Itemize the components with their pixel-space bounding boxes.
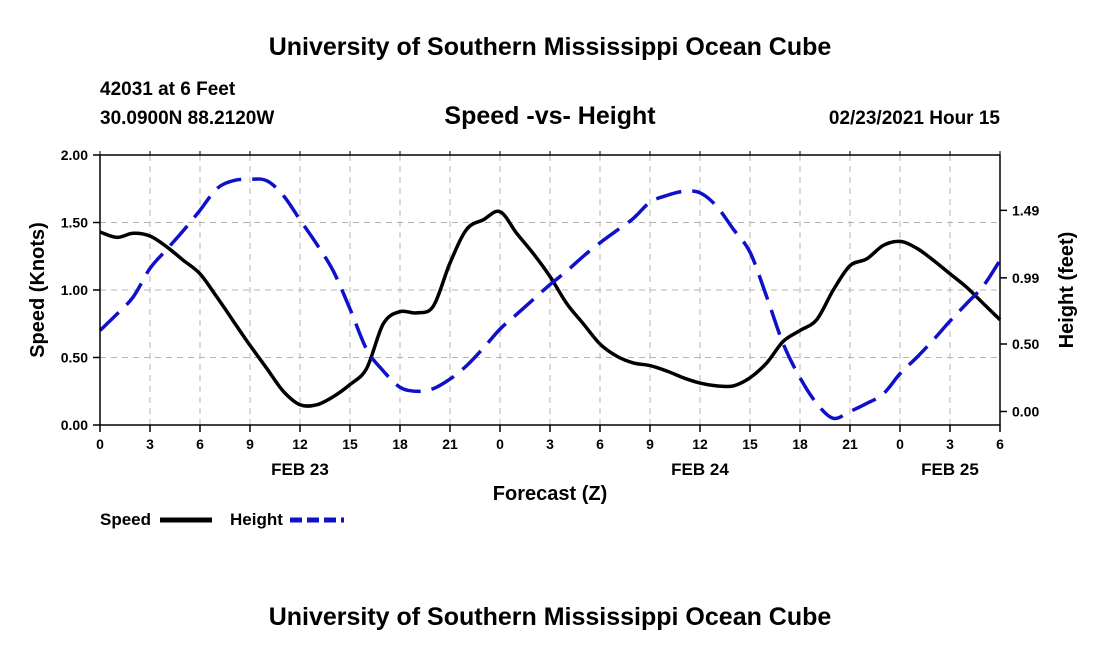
date-label: FEB 25 xyxy=(921,460,979,479)
legend-speed-label: Speed xyxy=(100,510,151,529)
x-axis-label: Forecast (Z) xyxy=(493,483,607,505)
y2-tick-label: 0.00 xyxy=(1012,404,1039,420)
date-label: FEB 23 xyxy=(271,460,329,479)
x-tick-label: 15 xyxy=(342,436,358,452)
x-tick-label: 12 xyxy=(692,436,708,452)
x-tick-label: 3 xyxy=(946,436,954,452)
speed-series-line xyxy=(99,209,1002,408)
x-tick-label: 0 xyxy=(896,436,904,452)
date-label: FEB 24 xyxy=(671,460,729,479)
x-tick-label: 12 xyxy=(292,436,308,452)
height-series-line xyxy=(98,177,1002,421)
x-tick-label: 0 xyxy=(96,436,104,452)
y-axis-label: Speed (Knots) xyxy=(27,222,49,358)
x-tick-label: 18 xyxy=(792,436,808,452)
chart-title: Speed -vs- Height xyxy=(444,102,656,130)
y2-tick-label: 0.50 xyxy=(1012,336,1039,352)
y-tick-label: 0.50 xyxy=(61,350,88,366)
axis-ticks: 0 3 6 9 12 15 18 21 0 3 6 9 12 15 18 21 0 3 6 0.00 0.50 1.00 1… xyxy=(61,147,1040,479)
footer-title: University of Southern Mississippi Ocean… xyxy=(269,603,832,631)
x-tick-label: 6 xyxy=(596,436,604,452)
series-group xyxy=(98,177,1002,421)
y2-tick-label: 0.99 xyxy=(1012,270,1039,286)
y-tick-label: 0.00 xyxy=(61,417,88,433)
y-tick-label: 1.50 xyxy=(61,215,88,231)
x-tick-label: 18 xyxy=(392,436,408,452)
x-tick-label: 3 xyxy=(146,436,154,452)
x-tick-label: 6 xyxy=(996,436,1004,452)
grid xyxy=(100,155,1000,425)
y-tick-label: 2.00 xyxy=(61,147,88,163)
legend-height-label: Height xyxy=(230,510,283,529)
x-tick-label: 9 xyxy=(246,436,254,452)
station-label: 42031 at 6 Feet xyxy=(100,79,236,100)
x-tick-label: 9 xyxy=(646,436,654,452)
x-tick-label: 21 xyxy=(442,436,458,452)
page-title: University of Southern Mississippi Ocean… xyxy=(269,33,832,61)
x-tick-label: 6 xyxy=(196,436,204,452)
coordinates-label: 30.0900N 88.2120W xyxy=(100,108,274,129)
x-tick-label: 15 xyxy=(742,436,758,452)
plot-frame xyxy=(99,154,1001,426)
x-tick-label: 3 xyxy=(546,436,554,452)
y2-tick-label: 1.49 xyxy=(1012,202,1039,218)
y2-axis-label: Height (feet) xyxy=(1056,232,1078,349)
x-tick-label: 21 xyxy=(842,436,858,452)
legend: Speed Height xyxy=(100,510,344,529)
datetime-label: 02/23/2021 Hour 15 xyxy=(829,108,1001,129)
y-tick-label: 1.00 xyxy=(61,282,88,298)
x-tick-label: 0 xyxy=(496,436,504,452)
